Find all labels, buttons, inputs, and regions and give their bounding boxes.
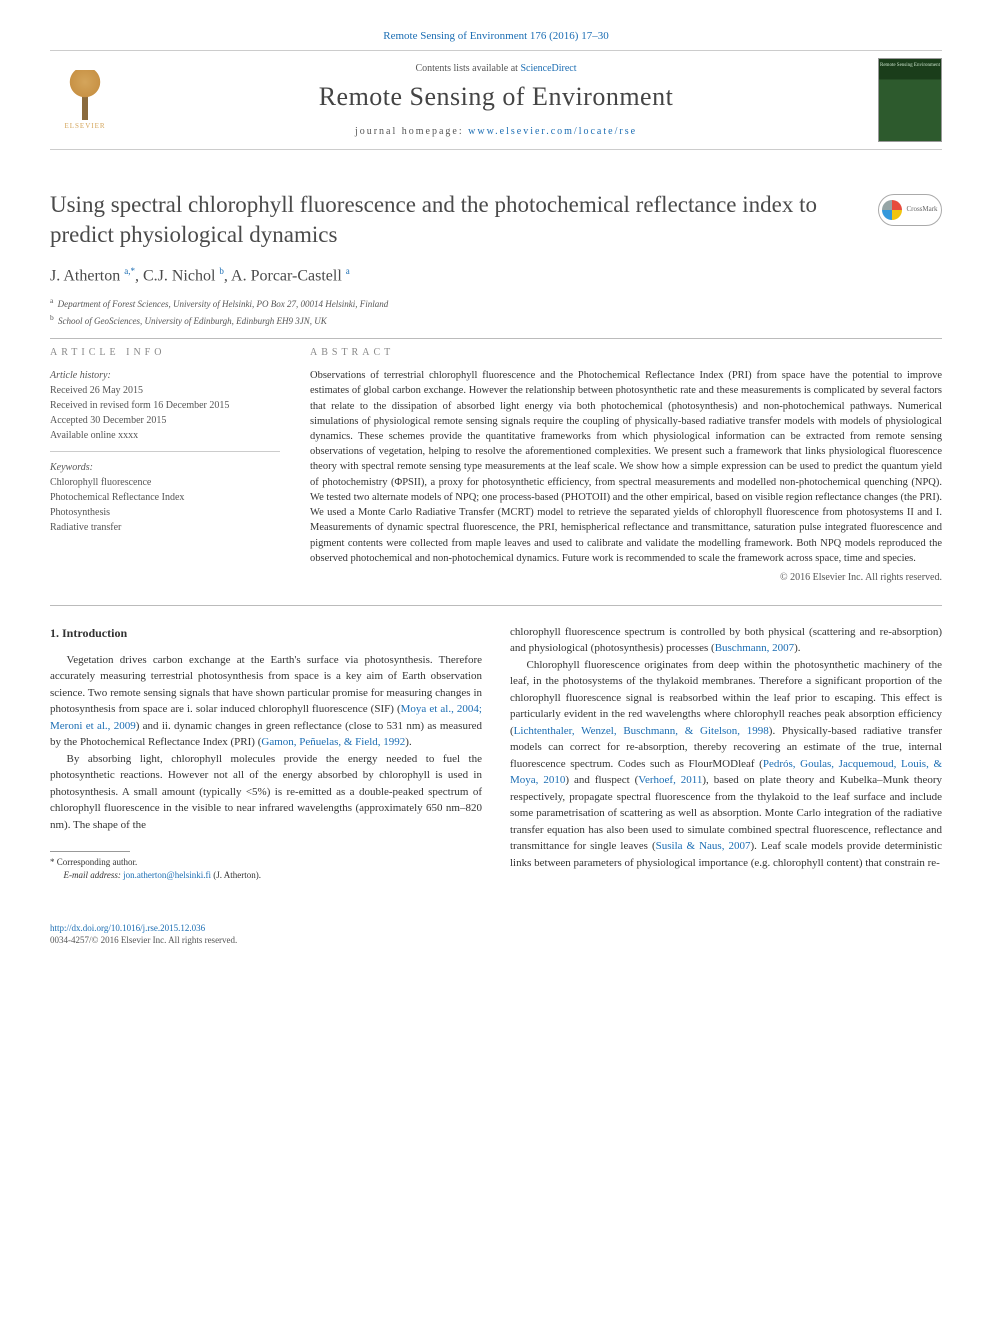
keyword-2: Photochemical Reflectance Index xyxy=(50,490,280,505)
homepage-prefix: journal homepage: xyxy=(355,126,468,137)
corr-email-link[interactable]: jon.atherton@helsinki.fi xyxy=(123,870,211,880)
keyword-3: Photosynthesis xyxy=(50,505,280,520)
corr-label: * Corresponding author. xyxy=(50,856,482,869)
author-3-aff[interactable]: a xyxy=(346,266,350,276)
paragraph-2a: By absorbing light, chlorophyll molecule… xyxy=(50,751,482,834)
sciencedirect-link[interactable]: ScienceDirect xyxy=(520,63,576,74)
author-2: , C.J. Nichol xyxy=(135,267,219,284)
author-1: J. Atherton xyxy=(50,267,124,284)
p3-text-c: ) and fluspect ( xyxy=(565,774,638,786)
keyword-4: Radiative transfer xyxy=(50,520,280,535)
journal-header: ELSEVIER Contents lists available at Sci… xyxy=(50,50,942,150)
elsevier-logo: ELSEVIER xyxy=(50,60,120,140)
issn-copyright: 0034-4257/© 2016 Elsevier Inc. All right… xyxy=(50,934,942,947)
abstract-heading: abstract xyxy=(310,347,942,358)
paragraph-2b: chlorophyll fluorescence spectrum is con… xyxy=(510,624,942,657)
paragraph-1: Vegetation drives carbon exchange at the… xyxy=(50,652,482,751)
author-3: , A. Porcar-Castell xyxy=(224,267,346,284)
keywords-block: Keywords: Chlorophyll fluorescence Photo… xyxy=(50,460,280,543)
crossmark-icon xyxy=(882,200,902,220)
article-info-column: article info Article history: Received 2… xyxy=(50,347,280,583)
affiliation-b: School of GeoSciences, University of Edi… xyxy=(58,316,327,326)
corresponding-footnote: * Corresponding author. E-mail address: … xyxy=(50,856,482,881)
ref-buschmann[interactable]: Buschmann, 2007 xyxy=(715,642,794,654)
keywords-label: Keywords: xyxy=(50,460,280,475)
affiliations: a Department of Forest Sciences, Univers… xyxy=(50,295,942,328)
cover-text: Remote Sensing Environment xyxy=(880,63,940,69)
email-label: E-mail address: xyxy=(64,870,124,880)
affiliation-a: Department of Forest Sciences, Universit… xyxy=(58,299,389,309)
footnote-separator xyxy=(50,851,130,852)
citation-link[interactable]: Remote Sensing of Environment 176 (2016)… xyxy=(383,30,608,42)
history-label: Article history: xyxy=(50,368,280,383)
p2-text-c: ). xyxy=(794,642,800,654)
section-1-heading: 1. Introduction xyxy=(50,624,482,642)
divider xyxy=(50,338,942,339)
history-revised: Received in revised form 16 December 201… xyxy=(50,398,280,413)
homepage-link[interactable]: www.elsevier.com/locate/rse xyxy=(468,126,637,137)
ref-lichtenthaler[interactable]: Lichtenthaler, Wenzel, Buschmann, & Gite… xyxy=(514,725,769,737)
journal-name: Remote Sensing of Environment xyxy=(150,82,842,112)
doi-link[interactable]: http://dx.doi.org/10.1016/j.rse.2015.12.… xyxy=(50,923,205,933)
abstract-text: Observations of terrestrial chlorophyll … xyxy=(310,368,942,566)
history-received: Received 26 May 2015 xyxy=(50,383,280,398)
article-info-heading: article info xyxy=(50,347,280,358)
article-title: Using spectral chlorophyll fluorescence … xyxy=(50,190,942,250)
crossmark-badge[interactable]: CrossMark xyxy=(878,194,942,226)
article-history-block: Article history: Received 26 May 2015 Re… xyxy=(50,368,280,452)
journal-cover-thumbnail: Remote Sensing Environment xyxy=(878,58,942,142)
section-divider xyxy=(50,605,942,606)
keyword-1: Chlorophyll fluorescence xyxy=(50,475,280,490)
citation-line: Remote Sensing of Environment 176 (2016)… xyxy=(50,30,942,42)
ref-susila[interactable]: Susila & Naus, 2007 xyxy=(656,840,751,852)
elsevier-tree-icon xyxy=(60,70,110,120)
paragraph-3: Chlorophyll fluorescence originates from… xyxy=(510,657,942,872)
authors-line: J. Atherton a,*, C.J. Nichol b, A. Porca… xyxy=(50,266,942,285)
article-body: 1. Introduction Vegetation drives carbon… xyxy=(50,624,942,882)
ref-verhoef[interactable]: Verhoef, 2011 xyxy=(638,774,702,786)
p2-text-a: By absorbing light, chlorophyll molecule… xyxy=(50,753,482,831)
contents-prefix: Contents lists available at xyxy=(415,63,520,74)
ref-gamon[interactable]: Gamon, Peñuelas, & Field, 1992 xyxy=(261,736,405,748)
homepage-line: journal homepage: www.elsevier.com/locat… xyxy=(150,126,842,137)
abstract-copyright: © 2016 Elsevier Inc. All rights reserved… xyxy=(310,572,942,583)
elsevier-name: ELSEVIER xyxy=(64,122,105,130)
contents-line: Contents lists available at ScienceDirec… xyxy=(150,63,842,74)
info-abstract-row: article info Article history: Received 2… xyxy=(50,347,942,583)
history-online: Available online xxxx xyxy=(50,428,280,443)
history-accepted: Accepted 30 December 2015 xyxy=(50,413,280,428)
title-text: Using spectral chlorophyll fluorescence … xyxy=(50,192,817,247)
abstract-column: abstract Observations of terrestrial chl… xyxy=(310,347,942,583)
email-suffix: (J. Atherton). xyxy=(211,870,261,880)
page-footer: http://dx.doi.org/10.1016/j.rse.2015.12.… xyxy=(50,922,942,947)
p1-text-c: ). xyxy=(405,736,411,748)
crossmark-label: CrossMark xyxy=(906,205,937,214)
